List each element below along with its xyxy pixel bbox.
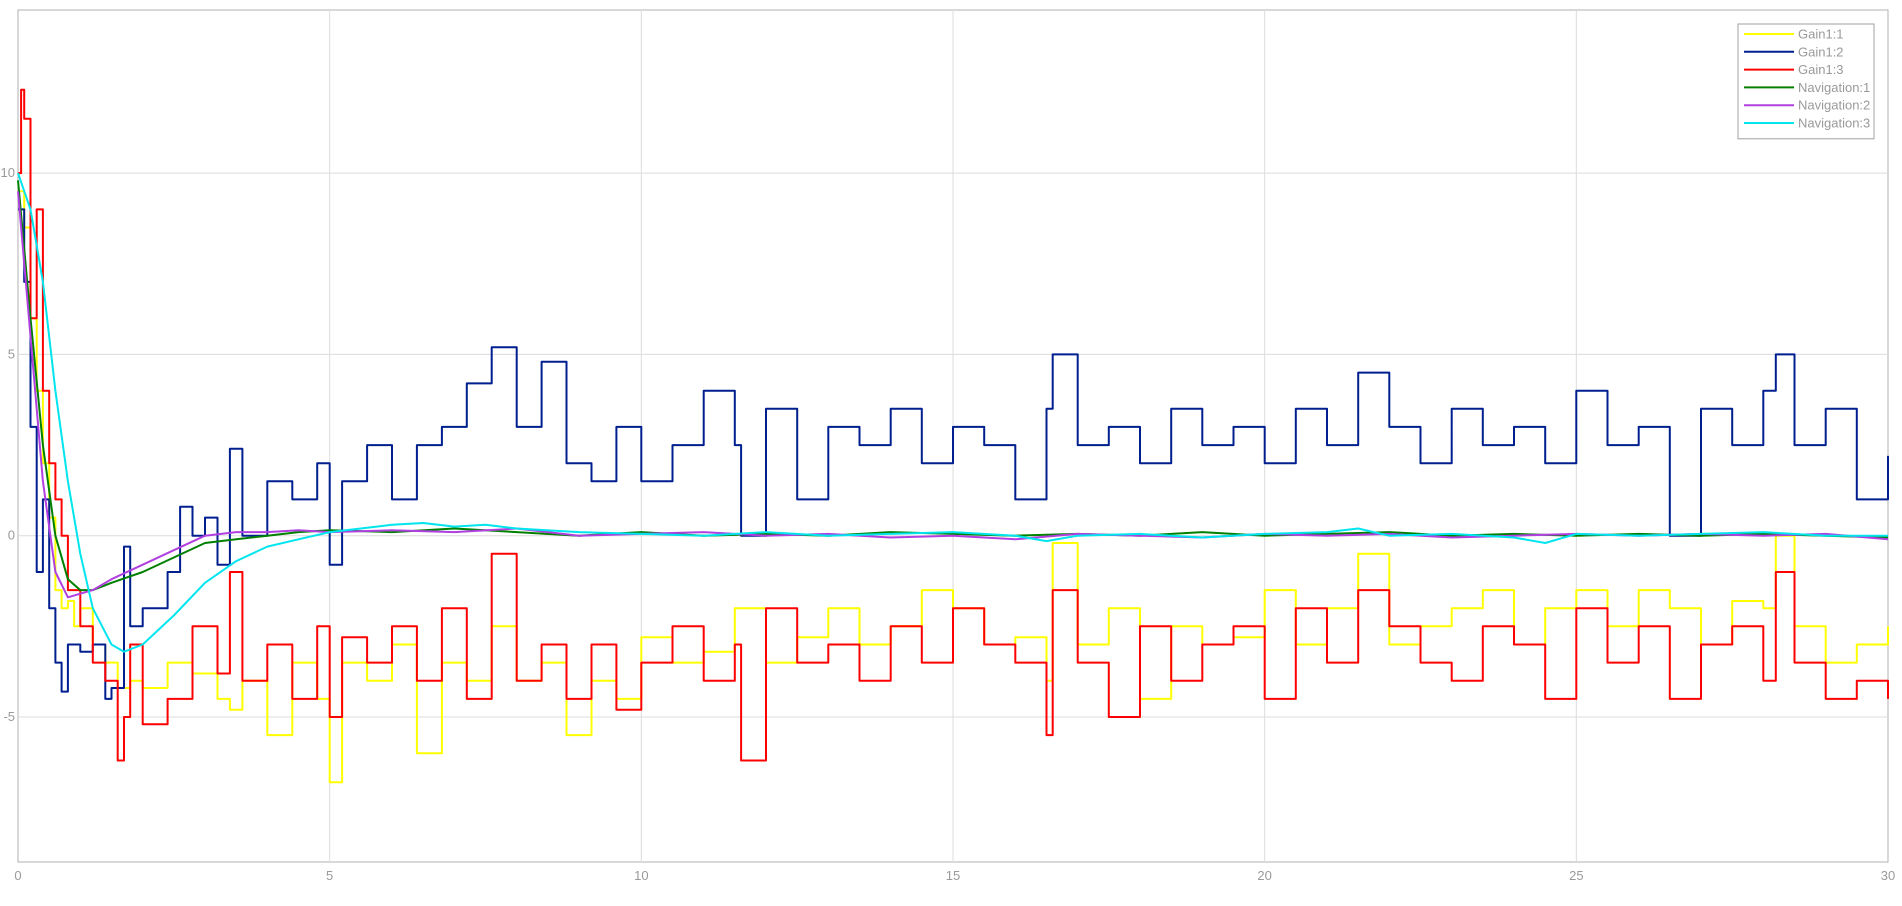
x-tick-label: 15 — [946, 868, 960, 883]
y-tick-label: 10 — [1, 165, 15, 180]
y-tick-label: -5 — [3, 709, 15, 724]
series-line-5 — [17, 172, 1888, 653]
x-tick-label: 0 — [14, 868, 21, 883]
series-lines — [17, 88, 1889, 784]
x-tick-label: 10 — [634, 868, 648, 883]
legend: Gain1:1 Gain1:2 Gain1:3 Navigation:1 Navigat… — [1737, 23, 1875, 140]
legend-entry: Gain1:3 — [1798, 62, 1844, 77]
x-tick-label: 30 — [1881, 868, 1895, 883]
legend-entry: Navigation:1 — [1798, 80, 1870, 95]
x-tick-label: 5 — [326, 868, 333, 883]
legend-entry: Gain1:1 — [1798, 27, 1844, 42]
legend-entry: Navigation:3 — [1798, 116, 1870, 131]
tick-labels: 0 5 10 15 20 25 30 -5 0 5 10 — [1, 165, 1896, 883]
legend-entry: Gain1:2 — [1798, 44, 1844, 59]
x-tick-label: 20 — [1257, 868, 1271, 883]
x-tick-label: 25 — [1569, 868, 1583, 883]
series-line-2 — [18, 88, 1889, 762]
y-tick-label: 5 — [8, 346, 15, 361]
series-line-1 — [18, 208, 1889, 700]
legend-entry: Navigation:2 — [1798, 98, 1870, 113]
y-tick-label: 0 — [8, 528, 15, 543]
legend-box — [1737, 23, 1875, 140]
